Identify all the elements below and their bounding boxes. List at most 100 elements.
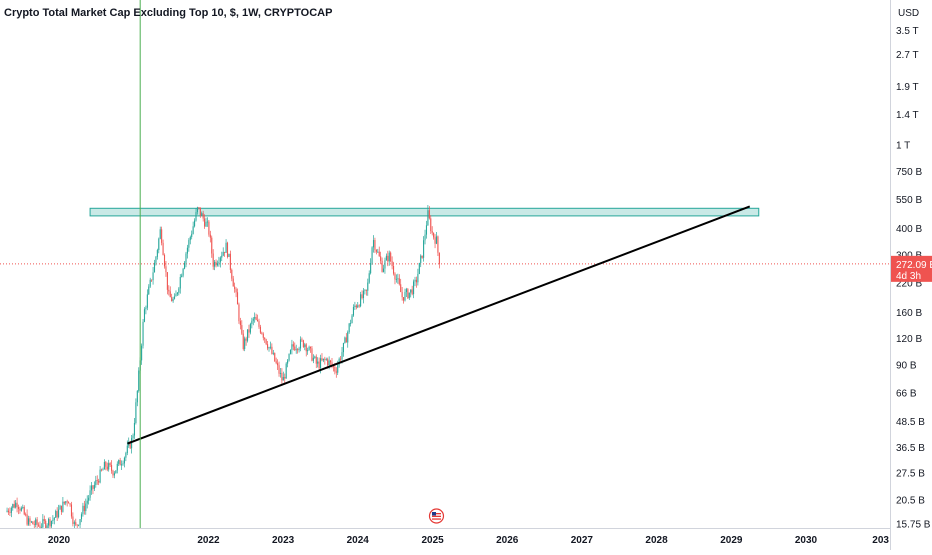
candle-body [334,366,336,372]
candle-body [311,348,313,361]
candle-body [269,346,271,348]
candle-body [40,527,42,529]
candle-body [249,323,251,333]
candle-body [309,346,312,349]
candle-body [100,469,103,471]
candle-body [347,332,349,343]
candle-body [161,229,163,243]
candle-body [325,359,327,361]
candle-body [423,240,425,258]
price-tick-label: 20.5 B [896,495,925,506]
us-flag-event-icon[interactable] [428,508,445,524]
candle-body [437,236,439,253]
candle-body [264,337,266,340]
candle-body [381,260,383,272]
candle-body [119,460,121,466]
candle-body [265,339,267,345]
overlay-layer: 272.09 B4d 3h [428,255,932,524]
candle-body [301,339,303,341]
last-price-tag [891,255,932,282]
candle-body [274,352,276,362]
candle-body [282,377,284,381]
candle-body [278,365,280,374]
candle-body [388,252,390,262]
candle-body [424,234,426,241]
candle-body [252,318,254,321]
candle-body [405,289,407,293]
candle-body [83,505,85,512]
candle-body [125,453,127,458]
candle-body [58,509,60,518]
candle-body [314,356,316,358]
candle-body [372,240,375,248]
candle-body [348,323,350,333]
candle-body [321,358,323,361]
candle-body [113,473,115,476]
candle-body [434,237,436,244]
candle-body [27,518,30,525]
candle-body [302,340,304,347]
candle-body [394,273,396,280]
candle-body [179,276,181,289]
candle-body [228,253,230,257]
candle-body [341,352,343,360]
candle-body [378,251,380,257]
candle-body [13,504,15,508]
candle-body [433,232,435,238]
candle-body [410,289,412,293]
candle-body [175,294,177,297]
candle-body [95,480,97,485]
candle-body [118,460,120,464]
price-tick-label: 1 T [896,141,910,152]
candle-body [105,462,107,467]
candle-body [307,349,309,352]
candle-body [16,502,18,508]
price-tick-label: 66 B [896,389,917,400]
ascending-trendline [127,205,751,445]
candle-body [390,252,392,262]
candle-body [298,348,300,351]
candle-body [82,505,84,515]
candle-body [76,524,78,526]
candle-body [39,525,41,529]
time-tick-label: 203 [872,535,889,546]
time-tick-label: 2027 [571,535,594,546]
candle-body [145,307,147,310]
candle-body [199,207,201,216]
candle-body [358,305,360,307]
candle-body [165,266,167,273]
candle-body [62,501,64,512]
candle-body [205,221,207,227]
candle-body [289,349,292,354]
candle-body [315,356,317,364]
candle-body [285,363,287,379]
candle-body [112,470,114,476]
price-tick-label: 400 B [896,224,922,235]
price-tick-label: 160 B [896,308,922,319]
candle-body [143,309,146,322]
candle-body [322,358,324,361]
price-tick-label: 1.4 T [896,110,919,121]
candle-body [215,261,217,266]
candle-body [26,514,28,525]
candle-body [93,484,95,489]
last-price-label: 272.09 B [896,260,932,271]
candle-body [395,278,397,280]
candle-body [344,337,346,343]
candle-body [108,463,110,470]
candle-body [204,218,206,227]
candle-body [17,507,20,509]
candle-body [400,284,402,293]
candle-body [239,321,241,326]
candle-body [351,315,353,324]
candle-body [153,262,156,273]
candle-body [85,503,87,512]
candle-body [332,365,334,367]
candle-body [417,273,419,283]
candle-body [371,247,373,264]
candle-body [152,272,154,281]
price-tick-label: 1.9 T [896,82,919,93]
candle-body [418,262,420,274]
